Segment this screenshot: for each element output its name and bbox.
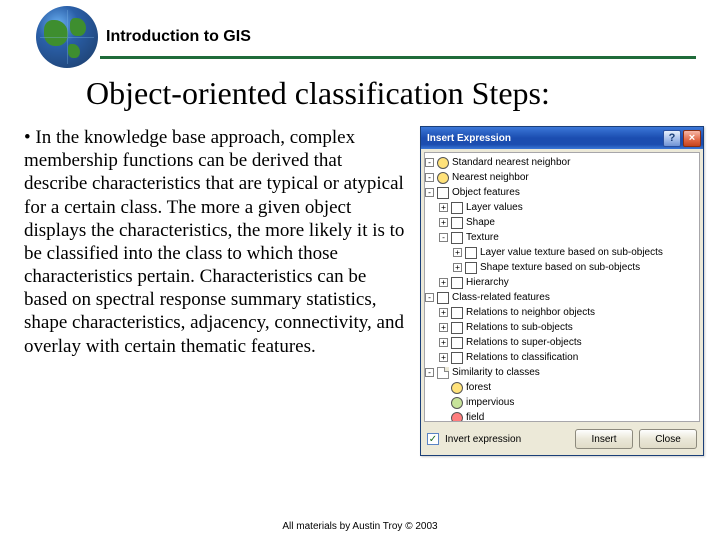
tree-item-icon <box>451 307 463 319</box>
tree-item-label: Similarity to classes <box>452 367 540 378</box>
expand-icon[interactable]: + <box>439 323 448 332</box>
tree-node[interactable]: - Class-related features <box>425 290 699 305</box>
tree-item-label: Shape texture based on sub-objects <box>480 262 640 273</box>
tree-node[interactable]: + Shape texture based on sub-objects <box>425 260 699 275</box>
feature-tree[interactable]: - Standard nearest neighbor - Nearest neigh… <box>424 152 700 422</box>
tree-node[interactable]: + Hierarchy <box>425 275 699 290</box>
tree-node[interactable]: - Object features <box>425 185 699 200</box>
invert-checkbox-label: Invert expression <box>445 434 521 445</box>
tree-node[interactable]: + Relations to neighbor objects <box>425 305 699 320</box>
tree-item-label: field <box>466 412 484 422</box>
collapse-icon[interactable]: - <box>425 188 434 197</box>
help-button[interactable]: ? <box>663 130 681 147</box>
slide-title: Object-oriented classification Steps: <box>86 75 720 112</box>
tree-item-label: Shape <box>466 217 495 228</box>
invert-checkbox[interactable]: ✓ <box>427 433 439 445</box>
tree-item-icon <box>451 322 463 334</box>
tree-node[interactable]: - Nearest neighbor <box>425 170 699 185</box>
tree-item-label: Hierarchy <box>466 277 509 288</box>
close-icon[interactable]: × <box>683 130 701 147</box>
tree-item-label: Standard nearest neighbor <box>452 157 570 168</box>
dialog-titlebar[interactable]: Insert Expression ? × <box>421 127 703 149</box>
tree-item-label: Relations to neighbor objects <box>466 307 595 318</box>
tree-node[interactable]: field <box>425 410 699 422</box>
slide-body-text: • In the knowledge base approach, comple… <box>24 126 420 358</box>
collapse-icon[interactable]: - <box>439 233 448 242</box>
tree-item-icon <box>451 232 463 244</box>
tree-node[interactable]: - Similarity to classes <box>425 365 699 380</box>
tree-node[interactable]: impervious <box>425 395 699 410</box>
tree-item-icon <box>451 397 463 409</box>
dialog-button-row: ✓ Invert expression Insert Close <box>421 425 703 455</box>
tree-item-icon <box>437 292 449 304</box>
tree-item-label: Layer value texture based on sub-objects <box>480 247 663 258</box>
collapse-icon[interactable]: - <box>425 293 434 302</box>
expand-icon[interactable]: + <box>439 278 448 287</box>
tree-item-icon <box>451 412 463 423</box>
tree-item-icon <box>451 337 463 349</box>
expand-icon[interactable]: + <box>439 203 448 212</box>
tree-node[interactable]: forest <box>425 380 699 395</box>
collapse-icon[interactable]: - <box>425 368 434 377</box>
course-title: Introduction to GIS <box>106 28 251 46</box>
tree-item-label: impervious <box>466 397 514 408</box>
tree-item-icon <box>437 187 449 199</box>
tree-spacer <box>439 398 448 407</box>
dialog-title: Insert Expression <box>427 133 511 144</box>
tree-node[interactable]: + Layer values <box>425 200 699 215</box>
expand-icon[interactable]: + <box>439 353 448 362</box>
collapse-icon[interactable]: - <box>425 173 434 182</box>
tree-item-label: Texture <box>466 232 499 243</box>
slide-footer: All materials by Austin Troy © 2003 <box>0 521 720 532</box>
tree-spacer <box>439 413 448 422</box>
tree-node[interactable]: + Relations to super-objects <box>425 335 699 350</box>
expand-icon[interactable]: + <box>453 248 462 257</box>
tree-item-icon <box>451 352 463 364</box>
tree-node[interactable]: + Layer value texture based on sub-object… <box>425 245 699 260</box>
insert-expression-dialog: Insert Expression ? × - Standard nearest … <box>420 126 704 456</box>
expand-icon[interactable]: + <box>439 308 448 317</box>
tree-item-label: Relations to super-objects <box>466 337 582 348</box>
expand-icon[interactable]: + <box>453 263 462 272</box>
tree-item-icon <box>437 157 449 169</box>
tree-item-icon <box>451 382 463 394</box>
tree-item-label: Class-related features <box>452 292 550 303</box>
tree-node[interactable]: - Texture <box>425 230 699 245</box>
expand-icon[interactable]: + <box>439 338 448 347</box>
tree-item-label: Relations to sub-objects <box>466 322 573 333</box>
tree-node[interactable]: + Shape <box>425 215 699 230</box>
slide-body-row: • In the knowledge base approach, comple… <box>0 126 720 456</box>
header-rule <box>100 56 696 59</box>
tree-item-icon <box>437 367 449 379</box>
tree-node[interactable]: - Standard nearest neighbor <box>425 155 699 170</box>
tree-item-icon <box>451 202 463 214</box>
expand-icon[interactable]: + <box>439 218 448 227</box>
collapse-icon[interactable]: - <box>425 158 434 167</box>
tree-item-icon <box>465 262 477 274</box>
insert-button[interactable]: Insert <box>575 429 633 449</box>
tree-item-label: Layer values <box>466 202 523 213</box>
globe-icon <box>36 6 98 68</box>
tree-item-label: Relations to classification <box>466 352 578 363</box>
tree-item-icon <box>465 247 477 259</box>
tree-item-label: forest <box>466 382 491 393</box>
tree-item-label: Nearest neighbor <box>452 172 529 183</box>
tree-node[interactable]: + Relations to classification <box>425 350 699 365</box>
tree-spacer <box>439 383 448 392</box>
tree-item-icon <box>437 172 449 184</box>
tree-item-icon <box>451 277 463 289</box>
tree-node[interactable]: + Relations to sub-objects <box>425 320 699 335</box>
tree-item-icon <box>451 217 463 229</box>
close-button[interactable]: Close <box>639 429 697 449</box>
tree-item-label: Object features <box>452 187 520 198</box>
